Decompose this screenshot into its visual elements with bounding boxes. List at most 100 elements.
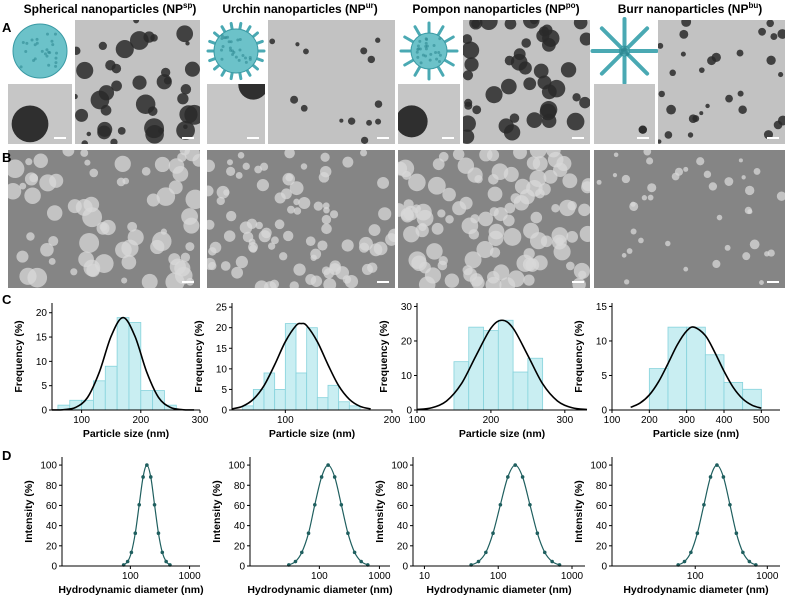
- model-texture: [425, 38, 429, 42]
- y-tick-label: 0: [41, 406, 47, 417]
- particle: [680, 51, 686, 57]
- column-title: Pompon nanoparticles (NPpo): [412, 1, 579, 16]
- particle: [286, 205, 295, 214]
- particle: [613, 152, 619, 158]
- model-texture: [54, 64, 58, 68]
- particle: [144, 118, 165, 139]
- data-point: [300, 550, 304, 555]
- particle: [283, 230, 294, 242]
- particle: [96, 221, 110, 235]
- particle: [431, 222, 444, 235]
- particle: [347, 117, 356, 125]
- particle: [470, 214, 480, 224]
- data-point: [498, 502, 503, 507]
- model-texture: [416, 48, 420, 52]
- micrograph: [207, 84, 265, 144]
- particle: [344, 274, 359, 288]
- data-point: [359, 559, 363, 564]
- y-tick-label: 5: [601, 371, 607, 382]
- particle: [776, 191, 785, 201]
- particle: [26, 232, 35, 241]
- particle: [766, 55, 776, 65]
- x-tick-label: 10: [419, 571, 431, 582]
- title-superscript: ur: [366, 1, 374, 10]
- particle: [500, 78, 517, 95]
- particle: [339, 118, 344, 123]
- histogram-bar: [648, 368, 669, 411]
- particle: [110, 138, 118, 144]
- particle: [185, 242, 195, 252]
- model-texture: [237, 58, 241, 62]
- particle: [235, 172, 243, 179]
- particle: [578, 270, 587, 279]
- particle: [530, 211, 543, 224]
- particle: [387, 228, 395, 243]
- particle: [183, 124, 188, 130]
- micrograph: [594, 150, 785, 288]
- particle: [70, 268, 78, 276]
- y-tick-label: 20: [46, 541, 58, 552]
- particle: [578, 203, 590, 217]
- particle: [19, 267, 37, 285]
- particle: [705, 103, 710, 109]
- particle: [242, 162, 250, 170]
- particle: [67, 199, 82, 214]
- y-tick-label: 80: [596, 481, 608, 492]
- y-tick-label: 20: [36, 308, 48, 319]
- particle: [503, 228, 522, 246]
- particle: [192, 154, 200, 167]
- particle: [25, 158, 33, 166]
- particle: [143, 31, 155, 43]
- y-tick-label: 10: [36, 357, 48, 368]
- particle: [289, 281, 299, 288]
- particle: [293, 207, 302, 215]
- particle: [97, 121, 113, 137]
- y-axis-title: Frequency (%): [378, 320, 390, 392]
- particle: [464, 251, 482, 269]
- x-axis-title: Particle size (nm): [269, 428, 355, 440]
- model-texture: [53, 32, 57, 36]
- y-tick-label: 0: [402, 562, 408, 573]
- data-point: [520, 475, 525, 479]
- particle: [629, 201, 639, 211]
- particle: [298, 196, 311, 209]
- model-texture: [227, 40, 231, 44]
- particle: [437, 209, 446, 218]
- data-point: [160, 550, 165, 555]
- particle: [537, 75, 552, 90]
- particle: [111, 63, 122, 74]
- particle: [724, 244, 731, 251]
- particle: [11, 105, 49, 143]
- model-texture: [220, 57, 224, 61]
- particle: [658, 139, 662, 144]
- title-text: Spherical nanoparticles (NP: [24, 2, 183, 16]
- micrograph: [398, 150, 590, 288]
- particle: [504, 202, 516, 214]
- model-texture: [50, 39, 54, 43]
- particle: [117, 127, 126, 135]
- model-texture: [421, 53, 425, 57]
- particle: [777, 115, 785, 126]
- y-tick-label: 15: [36, 333, 48, 344]
- particle: [621, 174, 631, 184]
- particle: [530, 20, 539, 25]
- particle: [360, 47, 368, 55]
- particle: [553, 162, 568, 178]
- particle: [313, 201, 323, 211]
- data-point: [513, 463, 518, 467]
- particle: [403, 199, 414, 210]
- particle: [763, 130, 774, 140]
- y-tick-label: 0: [51, 562, 57, 573]
- y-tick-label: 10: [216, 364, 228, 375]
- data-point: [542, 550, 547, 555]
- particle: [770, 33, 778, 41]
- model-core: [12, 23, 68, 79]
- histogram-bar: [512, 371, 529, 411]
- particle: [566, 261, 575, 271]
- model-texture: [244, 60, 248, 64]
- particle: [220, 261, 231, 271]
- title-text: ): [374, 2, 378, 16]
- model-texture: [54, 61, 58, 65]
- particle: [293, 198, 300, 206]
- particle: [488, 223, 505, 240]
